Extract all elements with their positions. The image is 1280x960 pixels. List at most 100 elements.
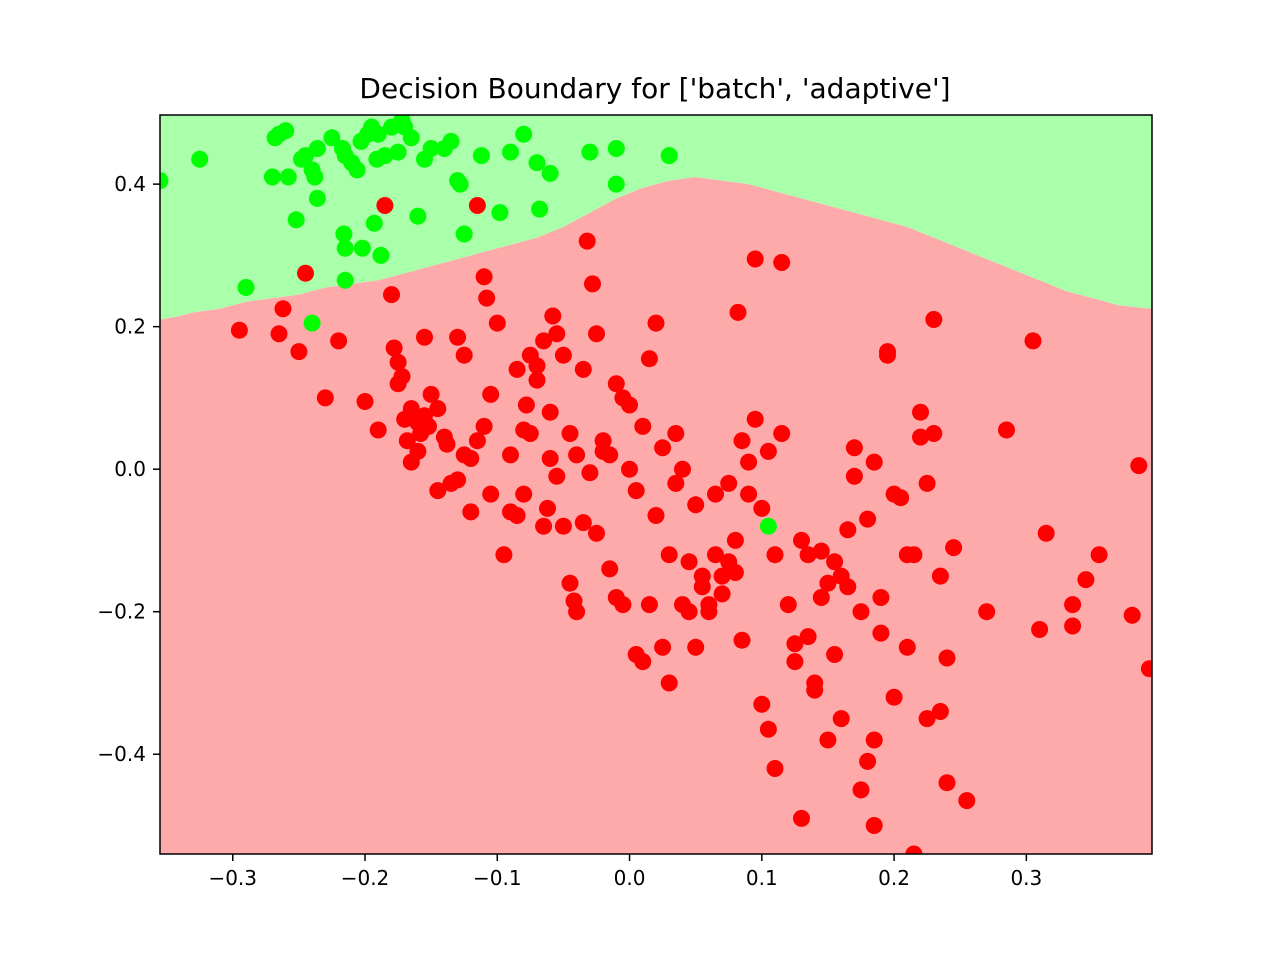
data-point-class-1 [707,546,724,564]
data-point-class-1 [746,250,764,268]
data-point-class-0 [335,225,353,243]
data-point-class-0 [581,143,599,161]
data-point-class-1 [978,603,996,621]
data-point-class-1 [574,514,592,532]
data-point-class-1 [468,432,486,450]
data-point-class-1 [482,385,500,403]
data-point-class-1 [539,499,556,517]
data-point-class-1 [773,425,791,442]
data-point-class-1 [872,589,890,606]
data-point-class-0 [402,129,420,147]
y-tick-label: −0.4 [97,742,146,766]
data-point-class-1 [839,521,857,539]
y-tick-label: 0.4 [114,172,146,196]
data-point-class-1 [270,325,288,343]
data-point-class-1 [931,703,949,720]
data-point-class-1 [674,460,691,478]
data-point-class-1 [429,400,447,418]
data-point-class-0 [277,122,295,140]
data-point-class-1 [799,546,817,564]
data-point-class-1 [548,325,566,343]
data-point-class-1 [561,574,579,592]
data-point-class-1 [1130,457,1148,475]
data-point-class-1 [588,325,605,343]
data-point-class-1 [799,628,817,646]
data-point-class-1 [1024,332,1042,350]
data-point-class-1 [316,389,334,407]
data-point-class-1 [383,286,400,304]
data-point-class-1 [819,731,837,749]
data-point-class-1 [495,546,513,564]
data-point-class-0 [422,140,440,157]
data-point-class-0 [308,189,326,207]
data-point-class-1 [779,596,797,614]
data-point-class-1 [898,546,916,564]
data-point-class-1 [654,638,672,656]
data-point-class-1 [274,300,292,318]
data-point-class-1 [389,353,407,371]
data-point-class-1 [535,332,553,350]
data-point-class-0 [323,129,341,147]
data-point-class-1 [958,792,976,810]
data-point-class-1 [826,646,844,663]
data-point-class-1 [865,731,883,749]
data-point-class-1 [462,503,480,521]
data-point-class-1 [660,674,678,692]
x-tick-label: 0.3 [1010,866,1042,890]
data-point-class-0 [365,214,383,232]
data-point-class-1 [845,467,863,485]
data-point-class-1 [455,346,473,364]
plot-area [160,115,1152,854]
scatter-points [160,115,1152,854]
data-point-class-1 [578,232,596,250]
data-point-class-1 [852,603,870,621]
data-point-class-0 [660,147,678,165]
data-point-class-1 [905,845,923,854]
data-point-class-1 [773,254,791,271]
data-point-class-0 [607,175,625,193]
data-point-class-1 [416,407,433,425]
data-point-class-1 [290,343,308,361]
data-point-class-1 [998,421,1015,439]
data-point-class-1 [627,482,645,500]
data-point-class-1 [398,432,416,450]
data-point-class-1 [634,653,652,671]
data-point-class-1 [385,339,403,357]
data-point-class-1 [832,710,850,728]
data-point-class-0 [531,200,549,218]
data-point-class-1 [859,510,877,528]
data-point-class-0 [308,140,326,157]
data-point-class-1 [885,485,903,503]
data-point-class-1 [535,517,553,535]
data-point-class-0 [191,150,209,168]
data-point-class-1 [812,589,830,606]
data-point-class-1 [740,485,758,503]
data-point-class-1 [786,635,804,653]
data-point-class-0 [348,161,366,179]
data-point-class-1 [859,752,877,770]
data-point-class-1 [369,421,387,439]
data-point-class-1 [297,264,314,282]
data-point-class-1 [621,460,638,478]
data-point-class-1 [475,417,493,435]
data-point-class-1 [852,781,870,799]
data-point-class-1 [1031,621,1049,638]
data-point-class-1 [806,681,824,699]
data-point-class-1 [565,592,583,610]
data-point-class-1 [544,307,562,325]
data-point-class-1 [614,596,632,614]
data-point-class-1 [1064,596,1082,614]
data-point-class-1 [482,485,500,503]
data-point-class-1 [554,346,572,364]
data-point-class-0 [279,168,297,186]
x-tick-label: 0.1 [746,866,778,890]
data-point-class-1 [700,603,718,621]
data-point-class-0 [303,314,321,332]
data-point-class-1 [449,471,467,489]
data-point-class-1 [601,560,619,578]
y-axis: 0.4 0.2 0.0 −0.2 −0.4 [97,172,160,766]
data-point-class-0 [263,168,281,186]
data-point-class-0 [472,147,490,165]
data-point-class-1 [865,817,883,834]
data-point-class-1 [667,474,685,492]
